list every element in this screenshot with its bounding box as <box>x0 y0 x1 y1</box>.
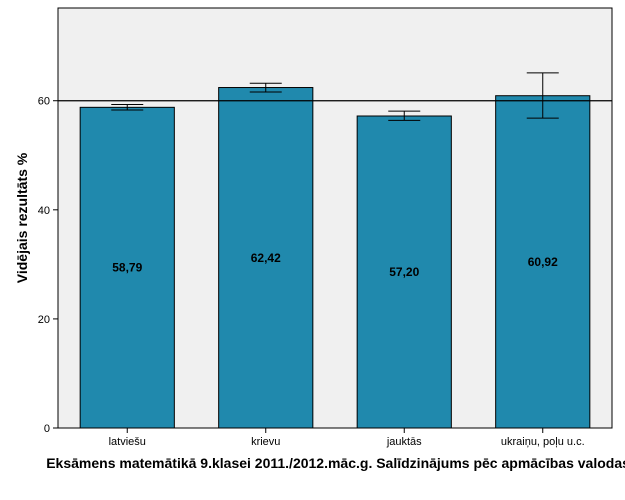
y-axis: 0 20 40 60 <box>38 96 58 435</box>
y-tick-label: 60 <box>38 96 50 108</box>
x-tick-label: krievu <box>251 436 280 448</box>
data-label: 57,20 <box>389 265 419 279</box>
bar <box>495 95 591 429</box>
error-bar <box>249 82 282 93</box>
data-labels-group: 58,79 62,42 57,20 60,92 <box>112 251 558 279</box>
error-bar <box>111 104 144 111</box>
error-bar <box>526 72 559 119</box>
data-label: 60,92 <box>528 255 558 269</box>
error-bars-group <box>111 72 559 121</box>
x-tick-label: latviešu <box>109 436 146 448</box>
y-tick-label: 20 <box>38 314 50 326</box>
data-label: 58,79 <box>112 261 142 275</box>
error-bar <box>388 110 421 121</box>
x-tick-label: ukraiņu, poļu u.c. <box>501 436 585 448</box>
x-axis: latviešu krievu jauktās ukraiņu, poļu u.c. <box>109 428 585 448</box>
bar <box>218 87 314 429</box>
bar-chart: 0 20 40 60 58,79 62,42 57,20 60,92 latviešu kri… <box>14 7 613 448</box>
x-tick-label: jauktās <box>386 436 422 448</box>
bar <box>356 115 452 429</box>
y-tick-label: 0 <box>44 423 50 435</box>
y-axis-title: Vidējais rezultāts % <box>14 152 30 283</box>
data-label: 62,42 <box>251 251 281 265</box>
x-axis-title: Eksāmens matemātikā 9.klasei 2011./2012.… <box>46 455 625 471</box>
y-tick-label: 40 <box>38 205 50 217</box>
